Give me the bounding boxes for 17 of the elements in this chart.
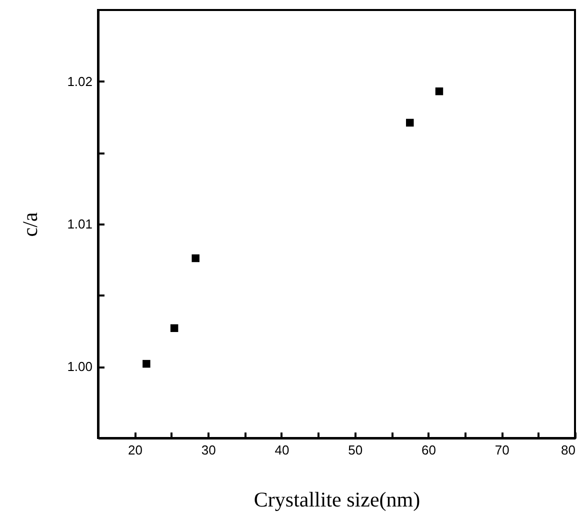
x-tick-label: 50 [348,442,363,458]
x-tick-label: 40 [274,442,290,458]
x-tick-label: 30 [201,442,216,458]
y-tick-label: 1.02 [67,74,92,89]
y-axis-title: c/a [18,212,42,237]
point [192,254,200,262]
x-tick-label: 70 [494,442,510,458]
y-tick-label: 1.01 [67,216,92,232]
point [406,118,414,127]
x-tick-label: 60 [421,442,436,458]
point [142,360,150,368]
x-tick-label: 20 [128,442,142,458]
point [170,324,178,332]
x-axis-title: Crystallite size(nm) [254,488,420,512]
x-tick-label: 80 [561,442,576,458]
point [435,87,444,96]
y-tick-label: 1.00 [67,359,92,374]
